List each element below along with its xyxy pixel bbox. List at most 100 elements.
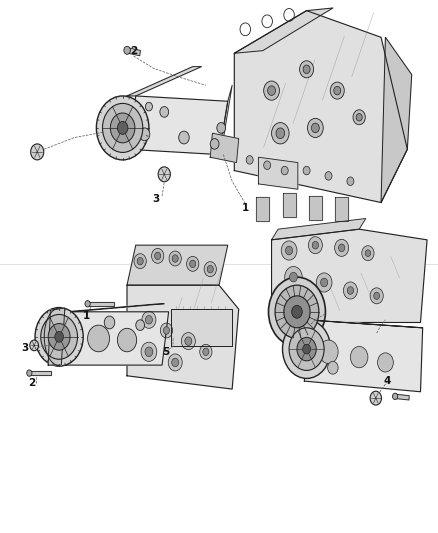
Polygon shape <box>127 47 141 56</box>
Circle shape <box>325 172 332 180</box>
Circle shape <box>136 320 145 330</box>
Circle shape <box>139 128 150 141</box>
Circle shape <box>160 107 169 117</box>
Circle shape <box>264 81 279 100</box>
Circle shape <box>137 257 143 265</box>
Polygon shape <box>48 308 65 365</box>
Circle shape <box>303 166 310 175</box>
Circle shape <box>110 113 135 143</box>
Polygon shape <box>335 197 348 221</box>
Circle shape <box>104 316 115 329</box>
Circle shape <box>356 114 362 121</box>
Polygon shape <box>66 304 164 312</box>
Circle shape <box>272 123 289 144</box>
Circle shape <box>370 391 381 405</box>
Circle shape <box>303 344 311 354</box>
Circle shape <box>312 241 318 249</box>
Polygon shape <box>88 302 114 306</box>
Circle shape <box>335 239 349 256</box>
Polygon shape <box>272 219 366 240</box>
Circle shape <box>350 346 368 368</box>
Text: 3: 3 <box>152 194 159 204</box>
Polygon shape <box>309 196 322 220</box>
Text: 3: 3 <box>22 343 29 353</box>
Circle shape <box>378 353 393 372</box>
Circle shape <box>179 131 189 144</box>
Circle shape <box>172 358 179 367</box>
Circle shape <box>311 123 319 133</box>
Circle shape <box>145 102 152 111</box>
Circle shape <box>303 65 310 74</box>
Circle shape <box>268 86 276 95</box>
Circle shape <box>169 251 181 266</box>
Circle shape <box>328 361 338 374</box>
Circle shape <box>48 324 70 350</box>
Circle shape <box>181 333 195 350</box>
Circle shape <box>168 354 182 371</box>
Text: 1: 1 <box>83 311 90 320</box>
Text: 1: 1 <box>242 203 249 213</box>
Circle shape <box>300 61 314 78</box>
Circle shape <box>31 144 44 160</box>
Circle shape <box>362 246 374 261</box>
Circle shape <box>319 340 338 364</box>
Circle shape <box>268 277 325 346</box>
Circle shape <box>374 292 380 300</box>
Polygon shape <box>256 197 269 221</box>
Text: 2: 2 <box>28 378 35 387</box>
Circle shape <box>290 272 297 282</box>
Circle shape <box>142 311 156 328</box>
Circle shape <box>145 316 152 324</box>
Polygon shape <box>127 96 228 155</box>
Circle shape <box>124 46 131 54</box>
Circle shape <box>210 139 219 149</box>
Circle shape <box>284 296 310 328</box>
Circle shape <box>88 325 110 352</box>
Polygon shape <box>171 309 232 346</box>
Circle shape <box>297 337 316 361</box>
Circle shape <box>330 82 344 99</box>
Circle shape <box>276 128 285 139</box>
Circle shape <box>283 320 331 378</box>
Circle shape <box>152 248 164 263</box>
Circle shape <box>117 328 137 352</box>
Circle shape <box>141 342 157 361</box>
Circle shape <box>207 265 213 273</box>
Circle shape <box>246 156 253 164</box>
Circle shape <box>190 260 196 268</box>
Polygon shape <box>395 394 409 400</box>
Polygon shape <box>272 229 427 322</box>
Polygon shape <box>127 245 228 285</box>
Circle shape <box>41 314 78 359</box>
Polygon shape <box>381 37 412 203</box>
Circle shape <box>172 255 178 262</box>
Circle shape <box>343 282 357 299</box>
Polygon shape <box>66 312 169 365</box>
Circle shape <box>347 177 354 185</box>
Circle shape <box>275 285 319 338</box>
Circle shape <box>286 246 293 255</box>
Circle shape <box>200 344 212 359</box>
Circle shape <box>155 252 161 260</box>
Circle shape <box>217 123 226 133</box>
Polygon shape <box>283 193 296 217</box>
Circle shape <box>392 393 398 400</box>
Circle shape <box>102 103 143 152</box>
Text: 2: 2 <box>130 46 137 55</box>
Polygon shape <box>127 285 239 389</box>
Circle shape <box>292 305 302 318</box>
Circle shape <box>55 332 64 342</box>
Polygon shape <box>29 371 51 375</box>
Circle shape <box>321 278 328 287</box>
Circle shape <box>370 288 383 304</box>
Circle shape <box>185 337 192 345</box>
Circle shape <box>85 301 90 307</box>
Circle shape <box>163 327 170 334</box>
Polygon shape <box>304 320 423 392</box>
Circle shape <box>334 86 341 95</box>
Circle shape <box>289 328 324 370</box>
Circle shape <box>281 166 288 175</box>
Polygon shape <box>219 85 232 155</box>
Circle shape <box>203 348 209 356</box>
Circle shape <box>285 266 302 288</box>
